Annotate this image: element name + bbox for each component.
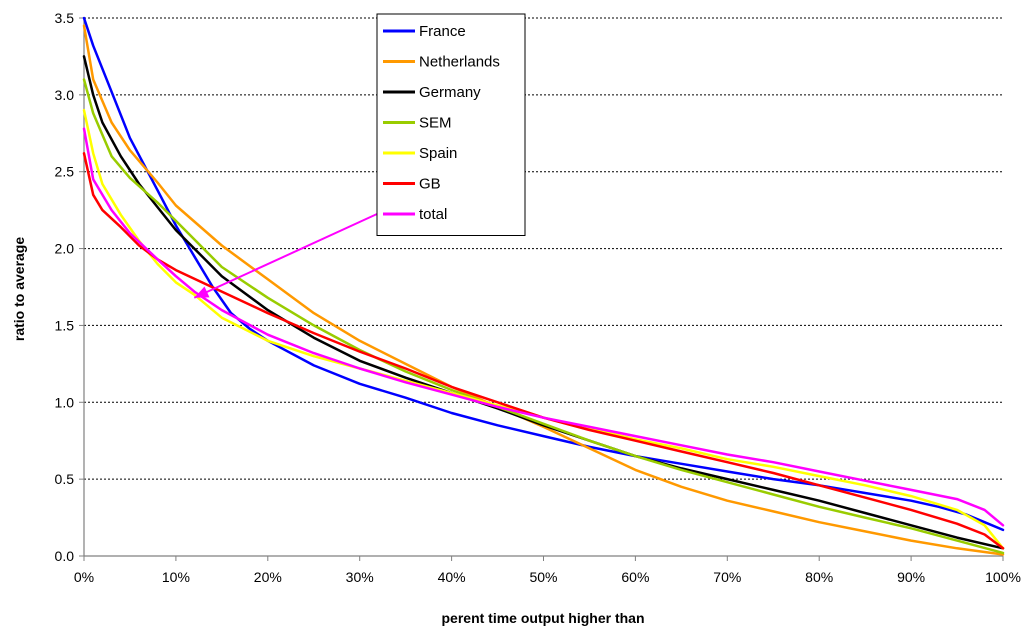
legend-label-germany: Germany bbox=[419, 84, 481, 101]
annotation-arrow-line bbox=[193, 213, 378, 299]
series-line-gb bbox=[82, 152, 1005, 550]
x-tick-label: 100% bbox=[985, 569, 1021, 585]
x-tick-label: 10% bbox=[162, 569, 190, 585]
y-axis-label: ratio to average bbox=[11, 237, 27, 341]
y-tick-label: 3.0 bbox=[55, 87, 75, 103]
series-line-total bbox=[82, 127, 1005, 527]
x-tick-label: 90% bbox=[897, 569, 925, 585]
x-axis-tick-labels: 0% 10% 20% 30% 40% 50% 60% 70% 80% 90% 100% bbox=[74, 556, 1021, 585]
annotation-arrow bbox=[193, 213, 378, 299]
legend-label-france: France bbox=[419, 23, 466, 40]
y-tick-label: 1.0 bbox=[55, 394, 75, 410]
x-tick-label: 60% bbox=[621, 569, 649, 585]
x-tick-label: 40% bbox=[438, 569, 466, 585]
legend-label-spain: Spain bbox=[419, 145, 457, 162]
legend: France Netherlands Germany SEM Spain GB total bbox=[376, 13, 526, 236]
x-tick-label: 80% bbox=[805, 569, 833, 585]
series-lines bbox=[82, 16, 1005, 556]
legend-label-netherlands: Netherlands bbox=[419, 54, 500, 71]
grid-lines bbox=[84, 17, 1003, 480]
y-tick-label: 0.5 bbox=[55, 471, 75, 487]
y-tick-label: 1.5 bbox=[55, 317, 75, 333]
axes bbox=[83, 18, 1003, 557]
series-line-spain bbox=[82, 108, 1005, 550]
x-tick-label: 0% bbox=[74, 569, 94, 585]
x-tick-label: 70% bbox=[713, 569, 741, 585]
y-tick-label: 2.5 bbox=[55, 164, 75, 180]
y-axis-tick-labels: 0.0 0.5 1.0 1.5 2.0 2.5 3.0 3.5 bbox=[55, 10, 84, 564]
x-axis-label: perent time output higher than bbox=[442, 610, 645, 626]
y-tick-label: 3.5 bbox=[55, 10, 75, 26]
series-line-netherlands bbox=[82, 24, 1005, 556]
legend-label-gb: GB bbox=[419, 176, 441, 193]
y-tick-label: 0.0 bbox=[55, 548, 75, 564]
legend-label-sem: SEM bbox=[419, 115, 452, 132]
x-tick-label: 30% bbox=[346, 569, 374, 585]
series-line-germany bbox=[82, 55, 1005, 550]
x-tick-label: 20% bbox=[254, 569, 282, 585]
legend-box bbox=[376, 13, 526, 236]
legend-label-total: total bbox=[419, 206, 447, 223]
y-tick-label: 2.0 bbox=[55, 241, 75, 257]
annotation-arrow-head bbox=[194, 286, 210, 298]
x-tick-label: 50% bbox=[529, 569, 557, 585]
